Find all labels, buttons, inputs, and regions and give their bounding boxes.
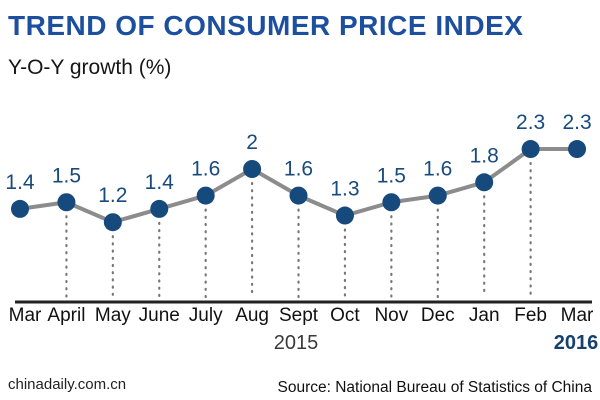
month-label: Mar [561, 305, 594, 326]
data-point [382, 193, 401, 212]
data-point [57, 193, 76, 212]
data-point [428, 186, 447, 205]
source-credit: Source: National Bureau of Statistics of… [277, 379, 592, 396]
value-label: 1.6 [423, 158, 452, 181]
month-label: Feb [514, 305, 547, 326]
data-point [103, 213, 122, 232]
value-label: 2.3 [562, 111, 591, 134]
month-label: Nov [374, 305, 408, 326]
data-point [11, 199, 29, 218]
data-point [150, 199, 169, 218]
month-label: April [47, 305, 85, 326]
value-label: 1.5 [377, 164, 406, 187]
data-point [289, 186, 308, 205]
data-point [335, 206, 354, 225]
month-label: Dec [421, 305, 455, 326]
value-label: 1.2 [98, 184, 127, 207]
value-label: 1.3 [330, 178, 359, 201]
month-label: Aug [235, 305, 269, 326]
value-label: 1.4 [5, 171, 35, 194]
year-label-2016: 2016 [554, 332, 599, 354]
value-label: 1.4 [145, 171, 175, 194]
month-label: July [189, 305, 223, 326]
value-label: 1.6 [191, 158, 220, 181]
value-label: 2 [246, 131, 258, 154]
value-label: 1.8 [470, 144, 499, 167]
month-label: Jan [469, 305, 500, 326]
month-label: Mar [9, 305, 42, 326]
chart-subtitle: Y-O-Y growth (%) [8, 56, 172, 79]
data-point [475, 173, 494, 192]
site-credit: chinadaily.com.cn [8, 376, 127, 393]
data-point [521, 140, 540, 159]
month-label: Sept [279, 305, 319, 326]
year-label-2015: 2015 [274, 332, 319, 354]
chart-title: TREND OF CONSUMER PRICE INDEX [8, 10, 524, 41]
month-label: June [139, 305, 180, 326]
data-point [568, 140, 587, 159]
data-point [243, 160, 262, 178]
month-label: May [95, 305, 131, 326]
month-label: Oct [330, 305, 360, 326]
data-point [196, 186, 215, 205]
footer: chinadaily.com.cn Source: National Burea… [0, 374, 600, 400]
value-label: 1.6 [284, 158, 313, 181]
value-label: 1.5 [52, 164, 81, 187]
value-label: 2.3 [516, 111, 545, 134]
